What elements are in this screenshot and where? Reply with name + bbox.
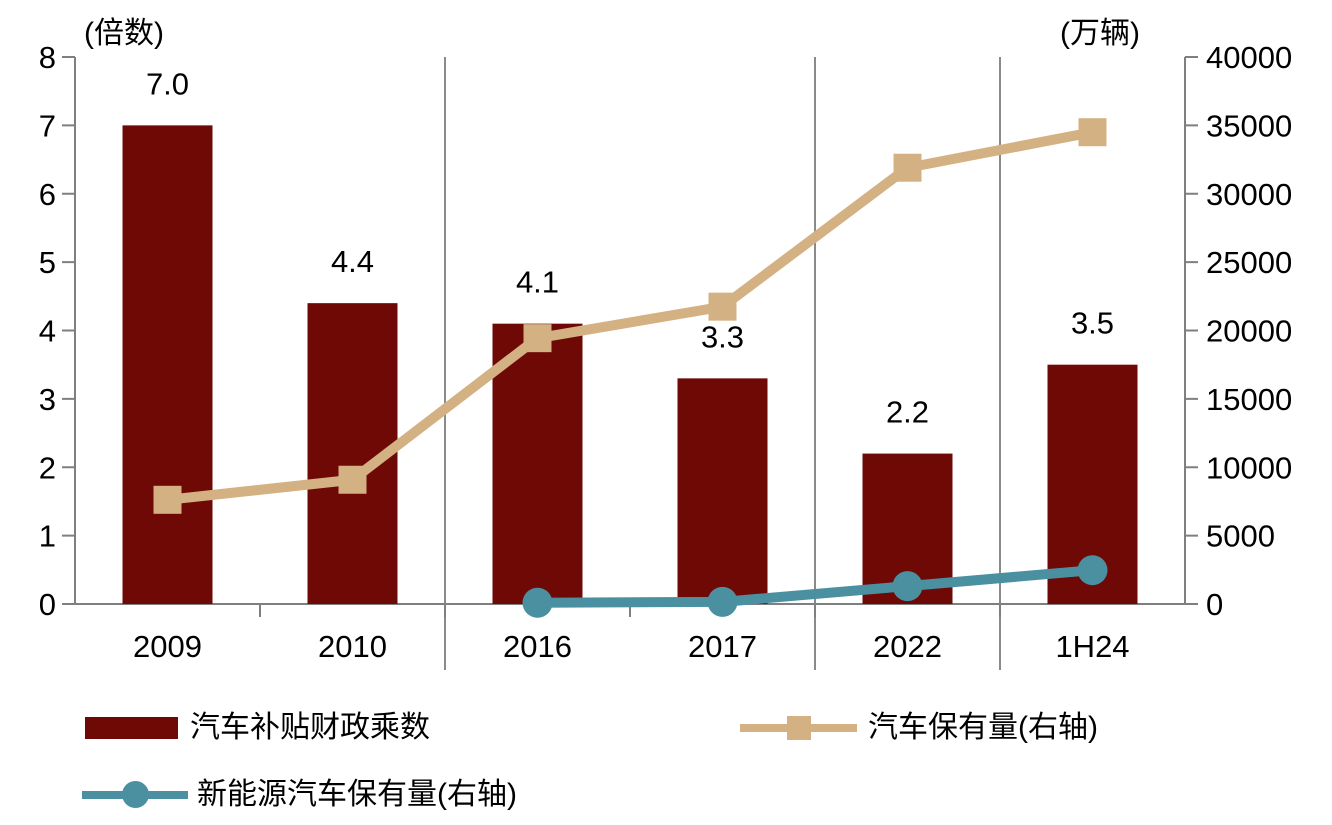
legend-item-car-parc: 汽车保有量(右轴) (740, 710, 1098, 746)
right-axis-tick-label-40000: 40000 (1206, 40, 1292, 75)
right-axis-tick-label-10000: 10000 (1206, 450, 1292, 485)
x-axis-label-2017: 2017 (688, 629, 757, 664)
legend-label-car-parc: 汽车保有量(右轴) (868, 711, 1098, 744)
x-axis-label-2016: 2016 (503, 629, 572, 664)
right-axis-tick-label-30000: 30000 (1206, 177, 1292, 212)
square-marker-2022 (893, 153, 922, 182)
left-axis-tick-label-3: 3 (39, 382, 56, 417)
right-axis-tick-label-15000: 15000 (1206, 382, 1292, 417)
legend-bar-swatch-icon (85, 717, 178, 739)
left-axis-tick-label-7: 7 (39, 108, 56, 143)
left-axis-tick-label-1: 1 (39, 519, 56, 554)
square-marker-2010 (338, 465, 367, 494)
right-axis-tick-label-35000: 35000 (1206, 108, 1292, 143)
bar-data-label-2016: 4.1 (516, 265, 559, 300)
left-axis-tick-label-4: 4 (39, 314, 56, 349)
right-axis-tick-label-0: 0 (1206, 587, 1223, 622)
bar-2009 (122, 125, 213, 604)
line-新能源汽车保有量(右轴) (537, 565, 1093, 608)
right-axis-tick-label-25000: 25000 (1206, 245, 1292, 280)
x-axis-label-1H24: 1H24 (1055, 629, 1129, 664)
legend-line-square-swatch-icon (740, 714, 857, 742)
legend-square-marker-icon (786, 716, 811, 740)
legend-label-subsidy-multiplier: 汽车补贴财政乘数 (190, 711, 430, 744)
line-汽车保有量(右轴) (166, 127, 1094, 505)
x-axis-label-2010: 2010 (318, 629, 387, 664)
legend-item-subsidy-multiplier: 汽车补贴财政乘数 (85, 710, 430, 746)
legend-line-circle-swatch-icon (82, 781, 188, 809)
right-axis-title: (万辆) (1060, 17, 1140, 50)
circle-marker-1H24 (1077, 555, 1108, 586)
right-axis-tick-label-5000: 5000 (1206, 519, 1275, 554)
left-axis-tick-label-5: 5 (39, 245, 56, 280)
circle-marker-2017 (707, 586, 738, 617)
square-marker-2016 (523, 324, 552, 353)
x-axis-label-2009: 2009 (133, 629, 202, 664)
bar-data-label-2009: 7.0 (146, 66, 189, 101)
bar-data-label-2017: 3.3 (701, 319, 744, 354)
circle-marker-2022 (892, 571, 923, 602)
left-axis-title: (倍数) (84, 17, 164, 50)
right-axis-tick-label-20000: 20000 (1206, 314, 1292, 349)
bar-2016 (492, 323, 583, 604)
left-axis-tick-label-8: 8 (39, 40, 56, 75)
legend-label-nev-parc: 新能源汽车保有量(右轴) (197, 778, 517, 811)
legend-item-nev-parc: 新能源汽车保有量(右轴) (82, 777, 517, 813)
bar-data-label-2010: 4.4 (331, 244, 374, 279)
square-marker-2009 (153, 485, 182, 514)
left-axis-tick-label-0: 0 (39, 587, 56, 622)
bar-data-label-2022: 2.2 (886, 395, 929, 430)
circle-marker-2016 (522, 587, 553, 618)
left-axis-tick-label-2: 2 (39, 450, 56, 485)
bar-2017 (677, 378, 768, 604)
square-marker-1H24 (1078, 118, 1107, 147)
x-axis-label-2022: 2022 (873, 629, 942, 664)
bar-data-label-1H24: 3.5 (1071, 306, 1114, 341)
square-marker-2017 (708, 292, 737, 321)
left-axis-tick-label-6: 6 (39, 177, 56, 212)
legend-circle-marker-icon (122, 781, 149, 808)
